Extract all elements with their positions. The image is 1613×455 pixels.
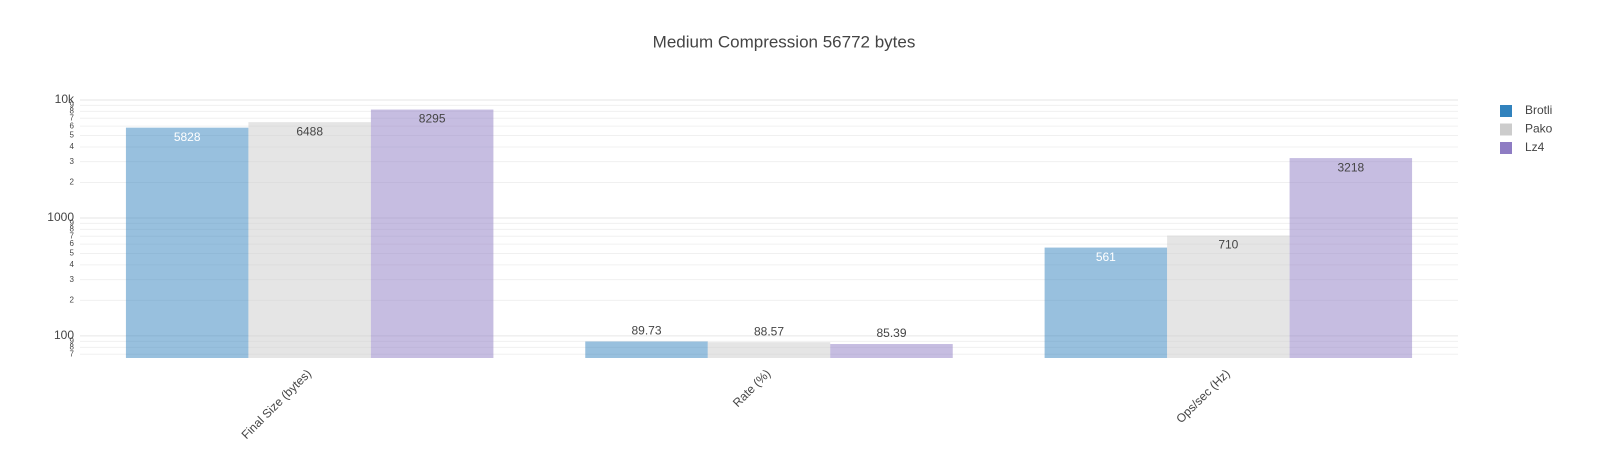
y-tick-label: 8 xyxy=(70,342,75,351)
value-label: 88.57 xyxy=(754,324,784,338)
y-tick-label: 9 xyxy=(70,336,75,345)
value-label: 6488 xyxy=(296,124,323,138)
y-tick-label: 9 xyxy=(70,218,75,227)
y-tick-label: 7 xyxy=(70,113,75,122)
y-tick-label: 5 xyxy=(70,249,75,258)
y-tick-label: 6 xyxy=(70,239,75,248)
bar xyxy=(830,344,953,358)
value-label: 5828 xyxy=(174,130,201,144)
y-tick-label: 2 xyxy=(70,178,75,187)
x-tick-label: Rate (%) xyxy=(730,366,773,409)
y-tick-label: 9 xyxy=(70,101,75,110)
bar xyxy=(585,341,708,358)
y-tick-label: 5 xyxy=(70,131,75,140)
y-tick-label: 2 xyxy=(70,296,75,305)
bar xyxy=(707,342,831,358)
chart-title: Medium Compression 56772 bytes xyxy=(653,32,916,51)
y-tick-label: 6 xyxy=(70,121,75,130)
legend-label: Pako xyxy=(1525,122,1553,136)
y-tick-label: 8 xyxy=(70,225,75,234)
x-tick-label: Ops/sec (Hz) xyxy=(1173,366,1232,425)
y-tick-label: 10k xyxy=(55,92,75,106)
y-tick-label: 7 xyxy=(70,349,75,358)
legend-swatch xyxy=(1500,142,1512,154)
bar xyxy=(370,109,494,358)
y-tick-label: 4 xyxy=(70,260,75,269)
y-tick-label: 100 xyxy=(54,328,74,342)
bar xyxy=(1167,235,1290,358)
value-label: 3218 xyxy=(1337,160,1364,174)
legend-label: Lz4 xyxy=(1525,140,1545,154)
bar xyxy=(1289,158,1413,358)
value-label: 561 xyxy=(1096,250,1116,264)
y-tick-label: 7 xyxy=(70,231,75,240)
legend-swatch xyxy=(1500,105,1512,117)
legend-label: Brotli xyxy=(1525,103,1552,117)
legend-swatch xyxy=(1500,123,1512,136)
bar xyxy=(1044,247,1168,358)
bar xyxy=(248,122,371,359)
bar xyxy=(125,127,249,358)
value-label: 89.73 xyxy=(631,324,661,338)
y-tick-label: 4 xyxy=(70,142,75,151)
y-tick-label: 3 xyxy=(70,157,75,166)
y-tick-label: 8 xyxy=(70,107,75,116)
y-tick-label: 3 xyxy=(70,275,75,284)
value-label: 8295 xyxy=(419,112,446,126)
value-label: 85.39 xyxy=(876,326,906,340)
x-tick-label: Final Size (bytes) xyxy=(239,366,314,441)
value-label: 710 xyxy=(1218,238,1238,252)
y-tick-label: 1000 xyxy=(47,210,74,224)
